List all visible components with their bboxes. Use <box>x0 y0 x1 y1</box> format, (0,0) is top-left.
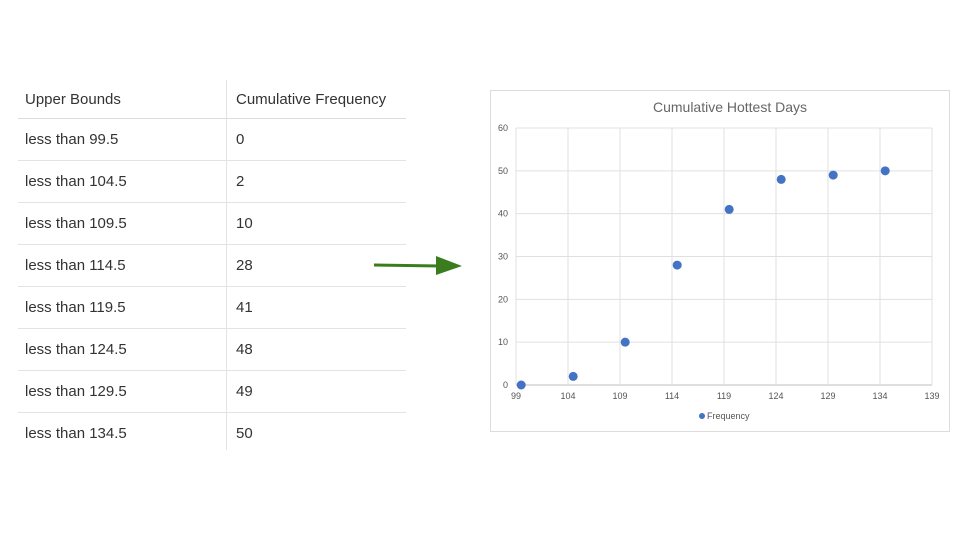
axis-tick-labels: 0 10 20 30 40 50 60 99 104 109 114 119 124 129 134 139 <box>498 123 940 401</box>
table-row: less than 109.5 10 <box>18 202 406 245</box>
x-tick-label: 99 <box>511 391 521 401</box>
x-tick-label: 119 <box>717 391 731 401</box>
x-tick-label: 124 <box>768 391 783 401</box>
x-tick-label: 114 <box>665 391 679 401</box>
table-row: less than 99.5 0 <box>18 118 406 161</box>
data-point <box>776 174 786 184</box>
cumulative-frequency-cell: 28 <box>226 244 406 287</box>
table-row: less than 124.5 48 <box>18 328 406 371</box>
y-tick-label: 40 <box>498 209 508 219</box>
upper-bound-cell: less than 114.5 <box>18 244 227 287</box>
x-tick-label: 129 <box>820 391 835 401</box>
upper-bound-cell: less than 134.5 <box>18 412 227 450</box>
table-row: less than 129.5 49 <box>18 370 406 413</box>
x-tick-label: 139 <box>924 391 939 401</box>
chart-title: Cumulative Hottest Days <box>653 99 807 115</box>
cumulative-frequency-cell: 50 <box>236 425 253 442</box>
legend-label: Frequency <box>707 411 750 421</box>
table-header-row: Upper Bounds Cumulative Frequency <box>18 80 406 119</box>
scatter-chart: Cumulative Hottest Days 0 10 20 30 40 50 60 99 1… <box>498 99 940 421</box>
data-point <box>828 170 838 180</box>
data-points <box>516 166 890 390</box>
upper-bound-cell: less than 109.5 <box>18 202 227 245</box>
arrow-head <box>436 256 462 275</box>
table-row: less than 114.5 28 <box>18 244 406 287</box>
cumulative-frequency-cell: 0 <box>226 118 406 161</box>
table-row: less than 134.5 50 <box>18 412 406 450</box>
upper-bound-cell: less than 104.5 <box>18 160 227 203</box>
frequency-table-container: Upper Bounds Cumulative Frequency less t… <box>18 80 406 450</box>
data-point <box>724 204 734 214</box>
arrow-shaft <box>373 263 441 268</box>
upper-bound-cell: less than 119.5 <box>18 286 227 329</box>
x-tick-label: 109 <box>612 391 627 401</box>
upper-bound-cell: less than 129.5 <box>18 370 227 413</box>
data-point <box>620 337 630 347</box>
y-tick-label: 60 <box>498 123 508 133</box>
cumulative-frequency-cell: 10 <box>226 202 406 245</box>
data-point <box>672 260 682 270</box>
y-tick-label: 20 <box>498 294 508 304</box>
right-arrow-icon <box>373 256 462 275</box>
y-tick-label: 0 <box>503 380 508 390</box>
data-point <box>516 380 526 390</box>
table-row: less than 119.5 41 <box>18 286 406 329</box>
data-point <box>880 166 890 176</box>
cumulative-frequency-cell: 41 <box>226 286 406 329</box>
y-tick-label: 30 <box>498 252 508 262</box>
grid-lines <box>515 127 933 386</box>
table-row: less than 104.5 2 <box>18 160 406 203</box>
cumulative-frequency-cell: 48 <box>226 328 406 371</box>
scatter-chart-panel: Cumulative Hottest Days 0 10 20 30 40 50 60 99 1… <box>490 90 950 432</box>
data-point <box>568 371 578 381</box>
cumulative-frequency-cell: 49 <box>226 370 406 413</box>
x-tick-label: 134 <box>872 391 887 401</box>
cumulative-frequency-cell: 2 <box>226 160 406 203</box>
y-tick-label: 10 <box>498 337 508 347</box>
upper-bound-cell: less than 99.5 <box>18 118 227 161</box>
header-upper-bounds: Upper Bounds <box>18 80 227 119</box>
frequency-table: Upper Bounds Cumulative Frequency less t… <box>18 80 406 450</box>
upper-bound-cell: less than 124.5 <box>18 328 227 371</box>
legend: Frequency <box>699 411 750 421</box>
x-tick-label: 104 <box>560 391 575 401</box>
y-tick-label: 50 <box>498 166 508 176</box>
legend-marker-icon <box>699 413 705 419</box>
header-cumulative-frequency: Cumulative Frequency <box>226 80 406 119</box>
